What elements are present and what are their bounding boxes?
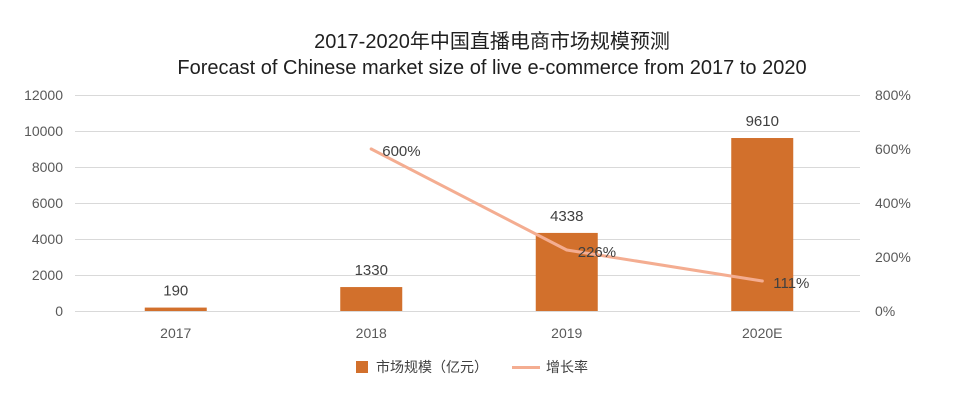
y-left-tick-label: 4000 [32,231,63,247]
legend-line-swatch [512,365,540,369]
y-left-tick-label: 12000 [24,87,63,103]
y-left-tick-label: 8000 [32,159,63,175]
chart-subtitle: Forecast of Chinese market size of live … [177,57,807,79]
growth-rate-point-2019 [565,248,569,252]
bar-2018 [340,287,403,311]
legend-line-label: 增长率 [546,359,588,375]
growth-rate-point-2018 [369,147,373,151]
y-axis-left: 0 2000 4000 6000 8000 10000 12000 [24,87,63,319]
y-axis-right: 0% 200% 400% 600% 800% [875,87,911,319]
x-axis: 2017 2018 2019 2020E [160,325,782,341]
growth-rate-label-2018: 600% [382,143,420,160]
x-category-label: 2018 [356,325,387,341]
x-category-label: 2020E [742,325,782,341]
legend-bar-label: 市场规模（亿元） [376,359,488,375]
legend: 市场规模（亿元） 增长率 [356,358,588,376]
bar-2017 [144,307,207,311]
chart-title: 2017-2020年中国直播电商市场规模预测 [314,31,670,53]
gridlines [75,95,860,312]
bar-value-label-2018: 1330 [355,262,388,279]
y-right-tick-label: 400% [875,195,911,211]
bar-value-label-2020E: 9610 [746,113,779,130]
y-left-tick-label: 10000 [24,123,63,139]
x-category-label: 2019 [551,325,582,341]
y-right-tick-label: 200% [875,249,911,265]
x-category-label: 2017 [160,325,191,341]
growth-rate-label-2019: 226% [578,244,616,261]
y-left-tick-label: 2000 [32,267,63,283]
chart-title-block: 2017-2020年中国直播电商市场规模预测 Forecast of Chine… [0,29,964,81]
y-right-tick-label: 600% [875,141,911,157]
y-right-tick-label: 0% [875,303,895,319]
bar-2019 [535,232,598,311]
legend-bar-swatch [356,361,368,373]
growth-rate-label-2020E: 111% [773,275,809,292]
y-left-tick-label: 0 [55,303,63,319]
growth-rate-point-2020E [760,279,764,283]
line-series: 600% 226% 111% [369,143,809,292]
y-right-tick-label: 800% [875,87,911,103]
bar-series: 190 1330 4338 9610 [144,113,794,311]
bar-value-label-2017: 190 [163,283,188,300]
bar-value-label-2019: 4338 [550,208,583,225]
y-left-tick-label: 6000 [32,195,63,211]
